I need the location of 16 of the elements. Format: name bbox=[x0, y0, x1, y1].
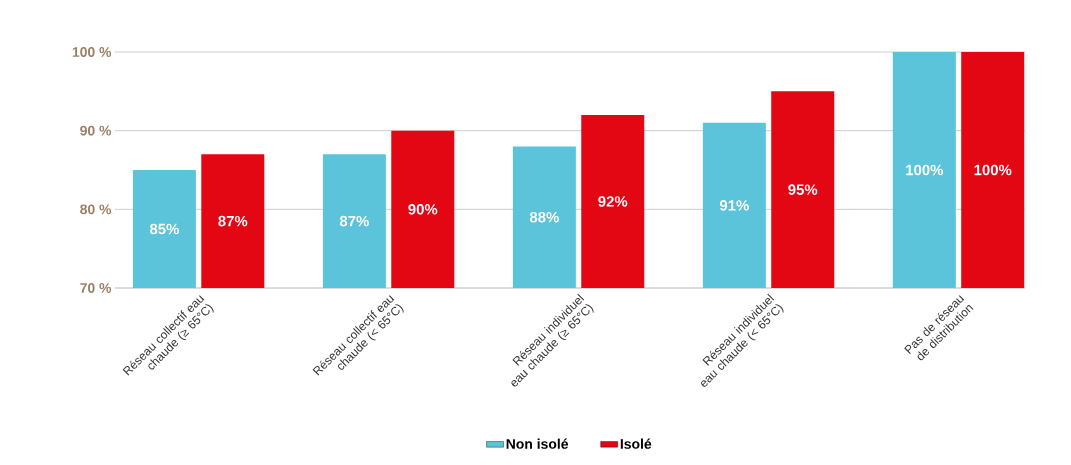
legend-label: Non isolé bbox=[506, 438, 569, 449]
data-label: 90% bbox=[408, 204, 438, 215]
legend-label: Isolé bbox=[620, 438, 652, 449]
data-label: 100% bbox=[974, 164, 1012, 176]
y-tick-label: 100 % bbox=[72, 47, 112, 57]
data-label: 87% bbox=[218, 215, 248, 227]
data-label: 95% bbox=[788, 184, 818, 195]
y-tick-label: 90 % bbox=[80, 125, 112, 136]
y-tick-label: 80 % bbox=[80, 204, 112, 215]
data-label: 85% bbox=[149, 223, 179, 235]
data-label: 100% bbox=[906, 164, 944, 176]
data-label: 87% bbox=[339, 215, 369, 227]
data-label: 92% bbox=[598, 196, 628, 207]
data-label: 91% bbox=[719, 200, 749, 211]
data-label: 88% bbox=[529, 211, 559, 223]
y-tick-label: 70 % bbox=[80, 283, 112, 293]
